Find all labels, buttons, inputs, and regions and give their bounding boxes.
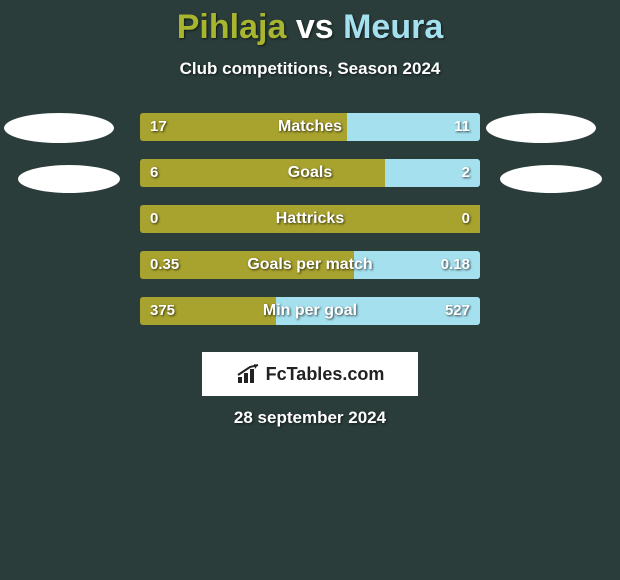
player2-badge-placeholder-1 — [486, 113, 596, 143]
stat-label: Goals — [140, 159, 480, 187]
title-player2: Meura — [343, 8, 443, 46]
stat-label: Min per goal — [140, 297, 480, 325]
comparison-infographic: Pihlaja vs Meura Club competitions, Seas… — [0, 0, 620, 580]
page-title: Pihlaja vs Meura — [0, 0, 620, 47]
stat-row: 375527Min per goal — [140, 297, 480, 325]
logo-box: FcTables.com — [202, 352, 418, 396]
stat-row: 0.350.18Goals per match — [140, 251, 480, 279]
logo-text: FcTables.com — [266, 364, 385, 385]
player1-badge-placeholder-2 — [18, 165, 120, 193]
stat-label: Hattricks — [140, 205, 480, 233]
player1-badge-placeholder-1 — [4, 113, 114, 143]
stat-bars: 1711Matches 62Goals 00Hattricks 0.350.18Goa… — [140, 113, 480, 343]
barchart-icon — [236, 363, 262, 385]
stat-label: Goals per match — [140, 251, 480, 279]
stat-row: 62Goals — [140, 159, 480, 187]
stat-row: 1711Matches — [140, 113, 480, 141]
title-vs: vs — [296, 8, 334, 46]
subtitle: Club competitions, Season 2024 — [0, 59, 620, 79]
stat-row: 00Hattricks — [140, 205, 480, 233]
stat-label: Matches — [140, 113, 480, 141]
date-text: 28 september 2024 — [0, 408, 620, 428]
title-player1: Pihlaja — [177, 8, 287, 46]
player2-badge-placeholder-2 — [500, 165, 602, 193]
